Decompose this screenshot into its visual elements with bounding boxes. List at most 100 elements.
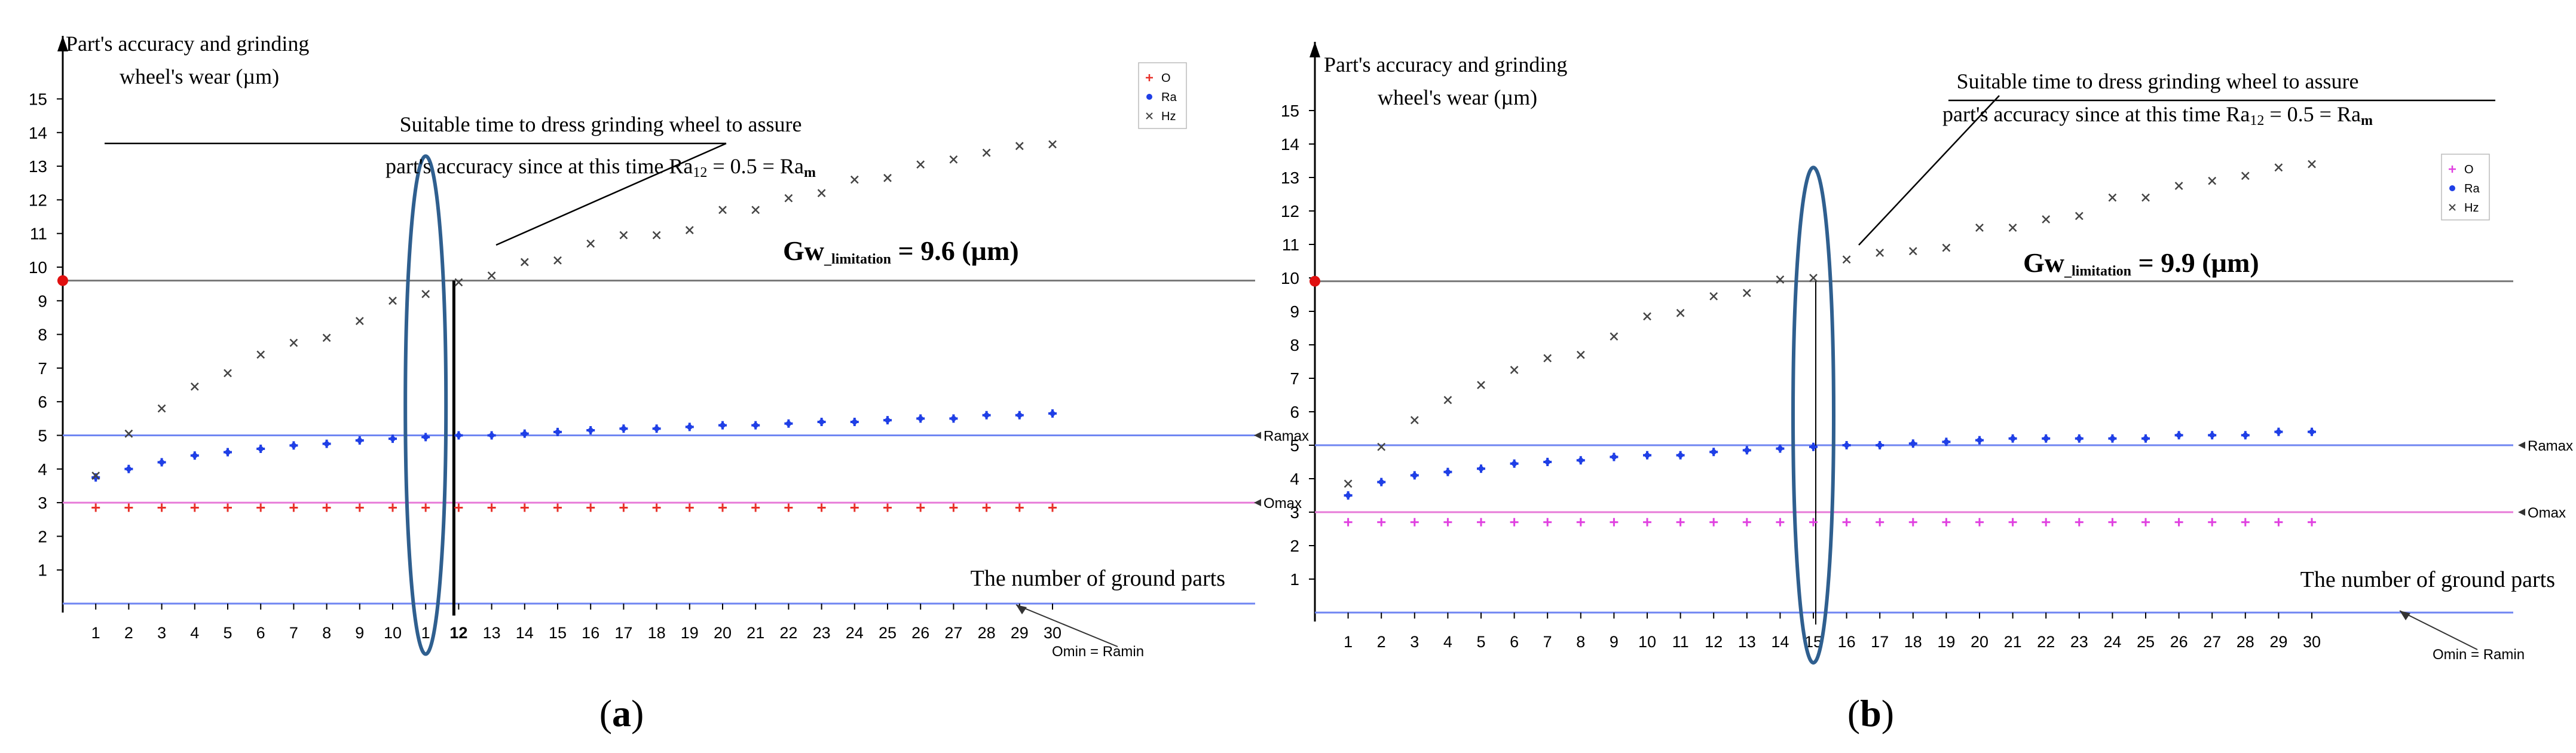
legend-box — [2441, 154, 2490, 221]
data-point-Hz — [2208, 176, 2217, 185]
data-point-O — [2308, 518, 2316, 527]
data-point-Ra-dot — [819, 419, 825, 425]
data-point-Hz — [619, 231, 628, 240]
data-point-Ra-dot — [1678, 452, 1684, 458]
data-point-Hz — [2274, 163, 2283, 172]
data-point-Ra-dot — [423, 434, 429, 440]
ramax-label: Ramax — [2528, 438, 2573, 454]
data-point-Hz — [1443, 396, 1452, 405]
gw-value: = 9.9 (µm) — [2131, 247, 2259, 278]
data-point-O — [190, 503, 199, 512]
x-tick-label: 13 — [1738, 633, 1756, 651]
data-point-O — [388, 503, 397, 512]
callout-text-b: = 0.5 = Ra — [2264, 102, 2361, 126]
data-point-O — [817, 503, 826, 512]
data-point-O — [1048, 503, 1057, 512]
data-point-Hz — [1742, 289, 1751, 298]
data-point-Hz — [2241, 172, 2250, 180]
x-tick-label: 9 — [355, 624, 364, 642]
data-point-Ra-dot — [917, 415, 923, 421]
data-point-O — [718, 503, 727, 512]
data-point-Hz — [1048, 140, 1057, 149]
x-tick-label: 18 — [1904, 633, 1922, 651]
data-point-O — [124, 503, 133, 512]
data-point-Hz — [520, 258, 529, 267]
data-point-Ra-dot — [1810, 444, 1816, 450]
x-tick-label: 19 — [1937, 633, 1955, 651]
data-point-O — [751, 503, 760, 512]
data-point-O — [2174, 518, 2183, 527]
data-point-Hz — [1809, 274, 1818, 282]
data-point-O — [586, 503, 595, 512]
data-point-Ra-dot — [258, 446, 264, 452]
x-tick-label: 14 — [1771, 633, 1789, 651]
data-point-Hz — [1344, 479, 1353, 488]
data-point-Ra-dot — [1544, 459, 1550, 465]
legend-box — [1138, 62, 1187, 129]
data-point-Hz — [1543, 354, 1552, 363]
data-point-Ra-dot — [752, 423, 758, 428]
data-point-Hz — [157, 404, 166, 413]
data-point-Ra-dot — [1050, 411, 1056, 417]
data-point-O — [322, 503, 331, 512]
y-tick-label: 11 — [30, 225, 47, 243]
data-point-Ra-dot — [588, 427, 593, 433]
x-tick-label: 29 — [2269, 633, 2287, 651]
data-point-O — [1908, 518, 1917, 527]
data-point-O — [91, 503, 100, 512]
gw-value: = 9.6 (µm) — [891, 235, 1019, 266]
legend-label: Ra — [2464, 182, 2480, 195]
x-tick-label: 8 — [1576, 633, 1585, 651]
data-point-O — [1477, 518, 1485, 527]
x-tick-label: 24 — [2103, 633, 2121, 651]
limit-marker — [1310, 276, 1320, 287]
y-axis-arrow — [1310, 42, 1320, 57]
ramax-label-arrow — [1254, 431, 1261, 439]
data-point-Ra-dot — [852, 419, 858, 425]
x-tick-label: 1 — [1344, 633, 1353, 651]
limit-marker — [57, 275, 68, 286]
x-tick-label: 4 — [1443, 633, 1452, 651]
panel-label-open: ( — [599, 692, 612, 734]
data-point-O — [2241, 518, 2250, 527]
data-point-Hz — [1510, 366, 1519, 374]
x-tick-label: 9 — [1610, 633, 1619, 651]
y-axis-arrow — [57, 36, 68, 51]
x-tick-label: 15 — [549, 624, 567, 642]
x-tick-label: 1 — [421, 624, 430, 642]
data-point-Ra-dot — [290, 442, 296, 448]
y-tick-label: 9 — [38, 292, 47, 310]
x-tick-label: 5 — [1476, 633, 1485, 651]
x-tick-label: 16 — [582, 624, 599, 642]
data-point-Hz — [850, 175, 859, 184]
data-point-Hz — [982, 148, 991, 157]
data-point-Hz — [421, 290, 430, 298]
data-point-O — [1876, 518, 1884, 527]
data-point-O — [916, 503, 925, 512]
data-point-Ra-dot — [1644, 452, 1650, 458]
data-point-Hz — [2008, 224, 2017, 232]
data-point-O — [685, 503, 694, 512]
data-point-O — [1510, 518, 1519, 527]
y-tick-label: 4 — [38, 460, 47, 479]
data-point-Ra-dot — [1711, 449, 1717, 455]
legend-marker — [2449, 185, 2455, 191]
data-point-Ra-dot — [324, 441, 330, 447]
data-point-O — [1543, 518, 1552, 527]
y-tick-label: 1 — [1290, 570, 1299, 589]
y-tick-label: 9 — [1290, 302, 1299, 321]
data-point-Hz — [916, 160, 925, 169]
data-point-Hz — [817, 189, 826, 198]
data-point-Hz — [1676, 308, 1685, 317]
data-point-Hz — [1942, 243, 1951, 252]
series-Ra — [1344, 427, 2316, 500]
y-tick-label: 15 — [1281, 102, 1299, 120]
x-tick-label: 22 — [2037, 633, 2055, 651]
data-point-Ra-dot — [720, 423, 726, 428]
x-tick-label: 19 — [681, 624, 699, 642]
data-point-O — [619, 503, 628, 512]
x-tick-label: 17 — [1871, 633, 1889, 651]
x-tick-label: 12 — [1705, 633, 1723, 651]
data-point-Ra-dot — [1445, 469, 1451, 475]
callout-sub-12: 12 — [2250, 113, 2264, 128]
